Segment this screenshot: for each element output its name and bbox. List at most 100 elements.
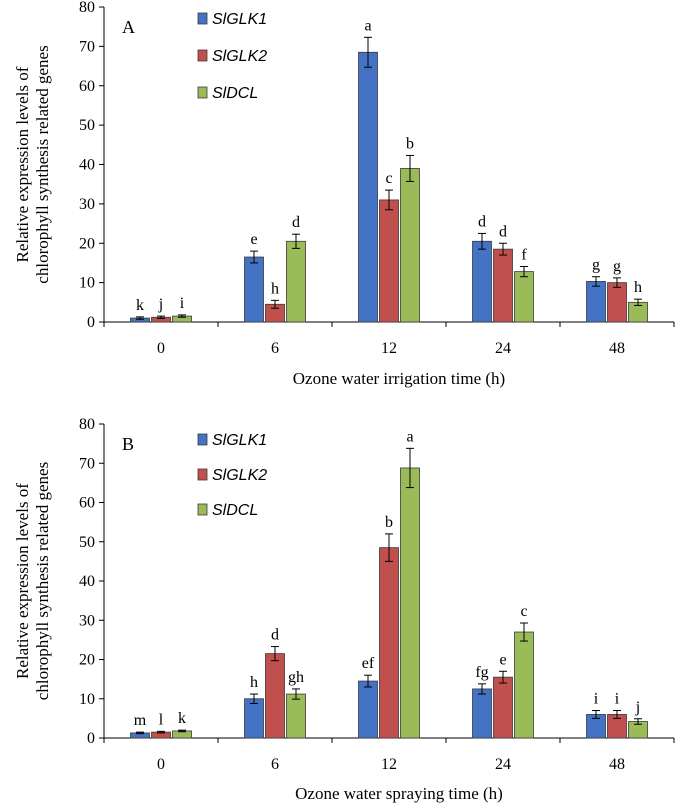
bar-SlGLK1-12 [358, 680, 378, 739]
significance-label: h [250, 674, 258, 691]
y-tick-label: 0 [87, 314, 95, 331]
significance-label: g [592, 257, 600, 274]
legend-label-SlGLK2: SlGLK2 [212, 467, 267, 484]
legend-swatch-SlDCL [197, 503, 208, 516]
significance-label: l [159, 711, 164, 728]
x-tick-label: 48 [609, 340, 625, 357]
significance-label: ef [362, 655, 375, 672]
legend-swatch-SlGLK2 [197, 468, 208, 481]
significance-label: d [499, 223, 507, 240]
legend-swatch-SlGLK1 [197, 12, 208, 25]
y-tick-label: 70 [79, 455, 95, 472]
y-tick-label: 40 [79, 573, 95, 590]
y-axis-title-line: chlorophyll synthesis related genes [33, 462, 52, 700]
bar-SlGLK1-24 [472, 688, 492, 739]
significance-label: i [180, 295, 185, 312]
significance-label: a [364, 17, 371, 34]
legend-label-SlDCL: SlDCL [212, 502, 258, 519]
legend-label-SlGLK1: SlGLK1 [212, 11, 267, 28]
bar-SlGLK2-6 [265, 653, 285, 739]
y-tick-label: 50 [79, 534, 95, 551]
y-axis-title: Relative expression levels ofchlorophyll… [13, 45, 52, 283]
bar-SlDCL-6 [286, 240, 306, 323]
bar-SlDCL-12 [400, 168, 420, 323]
y-axis-title-line: chlorophyll synthesis related genes [33, 45, 52, 283]
significance-label: g [613, 258, 621, 275]
significance-label: d [478, 213, 486, 230]
x-tick-label: 24 [495, 756, 511, 773]
y-tick-label: 60 [79, 495, 95, 512]
significance-label: e [250, 231, 257, 248]
bar-SlGLK1-6 [244, 256, 264, 323]
panel-label: B [122, 434, 134, 454]
significance-label: i [615, 691, 620, 708]
significance-label: m [134, 712, 147, 729]
y-axis-title-line: Relative expression levels of [13, 483, 32, 679]
y-tick-label: 0 [87, 730, 95, 747]
legend-label-SlDCL: SlDCL [212, 85, 258, 102]
significance-label: j [635, 699, 640, 716]
x-tick-label: 12 [381, 756, 397, 773]
x-tick-label: 24 [495, 340, 511, 357]
legend-swatch-SlGLK2 [197, 49, 208, 62]
y-tick-label: 40 [79, 157, 95, 174]
bar-SlDCL-12 [400, 467, 420, 739]
significance-label: d [271, 627, 279, 644]
significance-label: c [385, 170, 392, 187]
bar-SlGLK1-12 [358, 51, 378, 323]
y-tick-label: 20 [79, 235, 95, 252]
legend-label-SlGLK2: SlGLK2 [212, 48, 267, 65]
bar-SlDCL-6 [286, 693, 306, 739]
x-tick-label: 12 [381, 340, 397, 357]
y-axis-title-line: Relative expression levels of [13, 66, 32, 262]
significance-label: gh [288, 669, 304, 686]
bar-SlGLK2-24 [493, 676, 513, 739]
legend-swatch-SlDCL [197, 86, 208, 99]
bar-SlGLK1-48 [586, 281, 606, 323]
y-axis-title: Relative expression levels ofchlorophyll… [13, 462, 52, 700]
x-tick-label: 6 [271, 756, 279, 773]
bar-SlGLK2-12 [379, 199, 399, 323]
y-tick-label: 10 [79, 691, 95, 708]
significance-label: f [521, 246, 527, 263]
y-tick-label: 80 [79, 0, 95, 16]
significance-label: c [520, 603, 527, 620]
chart-panel-A: 0 10 20 30 40 50 60 70 80 0 6 12 24 48 k e a d g j h c d g i d b f h… [13, 0, 675, 388]
y-tick-label: 60 [79, 78, 95, 95]
significance-label: h [634, 279, 642, 296]
x-axis-title: Ozone water spraying time (h) [295, 784, 503, 803]
significance-label: e [499, 651, 506, 668]
significance-label: i [594, 691, 599, 708]
y-tick-label: 30 [79, 196, 95, 213]
x-tick-label: 48 [609, 756, 625, 773]
bar-SlDCL-24 [514, 631, 534, 739]
significance-label: a [406, 428, 413, 445]
legend-label-SlGLK1: SlGLK1 [212, 432, 267, 449]
y-tick-label: 30 [79, 612, 95, 629]
bar-SlGLK1-24 [472, 240, 492, 323]
y-tick-label: 70 [79, 38, 95, 55]
y-tick-label: 10 [79, 275, 95, 292]
panel-label: A [122, 17, 135, 37]
significance-label: fg [475, 664, 488, 681]
significance-label: j [158, 296, 163, 313]
x-tick-label: 0 [157, 340, 165, 357]
chart-panel-B: 0 10 20 30 40 50 60 70 80 0 6 12 24 48 m h ef fg i l d b e i k gh… [13, 416, 675, 803]
significance-label: d [292, 214, 300, 231]
y-tick-label: 50 [79, 117, 95, 134]
significance-label: h [271, 280, 279, 297]
x-tick-label: 0 [157, 756, 165, 773]
significance-label: b [385, 514, 393, 531]
bar-SlGLK2-48 [607, 282, 627, 323]
bar-SlGLK2-24 [493, 248, 513, 323]
bar-SlGLK2-12 [379, 547, 399, 739]
significance-label: b [406, 135, 414, 152]
significance-label: k [136, 297, 144, 314]
y-tick-label: 20 [79, 652, 95, 669]
x-tick-label: 6 [271, 340, 279, 357]
y-tick-label: 80 [79, 416, 95, 433]
x-axis-title: Ozone water irrigation time (h) [293, 369, 505, 388]
bar-SlDCL-24 [514, 271, 534, 323]
legend-swatch-SlGLK1 [197, 433, 208, 446]
